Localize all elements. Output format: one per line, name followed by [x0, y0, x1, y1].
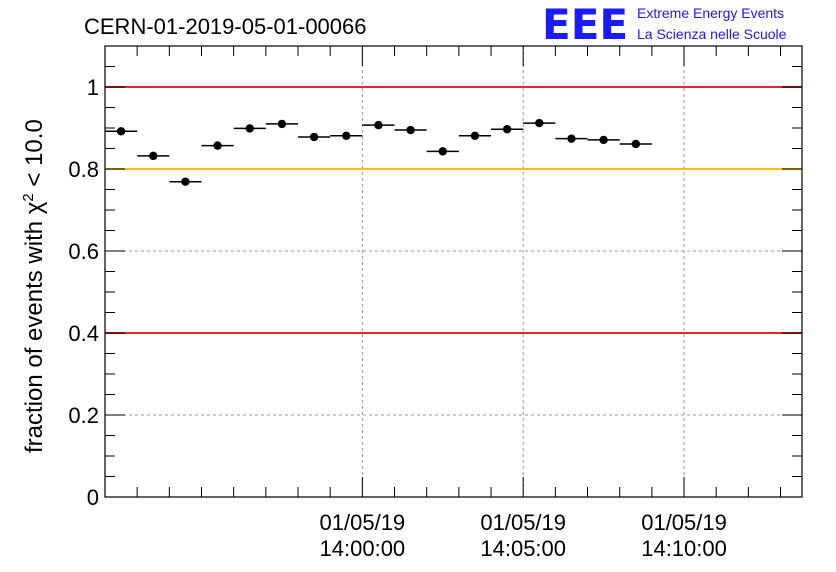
- data-point: [535, 118, 544, 128]
- data-point: [116, 127, 126, 136]
- eee-logo-line1: Extreme Energy Events: [637, 5, 784, 21]
- y-tick-label: 0.2: [68, 403, 99, 428]
- y-axis-label-main: fraction of events with χ: [21, 201, 48, 453]
- x-tick-label-date: 01/05/19: [641, 510, 727, 535]
- eee-logo-letters: EEE: [542, 0, 628, 49]
- data-point: [342, 131, 351, 140]
- y-axis-label-threshold: < 10.0: [21, 119, 48, 193]
- data-points: [105, 118, 652, 186]
- reference-lines: [105, 86, 802, 334]
- y-tick-label: 1: [87, 75, 99, 100]
- x-tick-label-time: 14:05:00: [480, 536, 566, 561]
- x-tick-label-date: 01/05/19: [320, 510, 406, 535]
- data-point: [374, 120, 383, 130]
- data-point: [599, 135, 608, 145]
- data-point: [245, 124, 254, 133]
- x-tick-label-date: 01/05/19: [480, 510, 566, 535]
- data-point: [181, 177, 190, 186]
- eee-logo: EEE Extreme Energy Events La Scienza nel…: [542, 0, 787, 49]
- data-point: [502, 125, 512, 134]
- x-tick-label-time: 14:00:00: [320, 536, 406, 561]
- y-tick-label: 0.8: [68, 157, 99, 182]
- chart-title: CERN-01-2019-05-01-00066: [84, 14, 367, 39]
- axes: 00.20.40.60.8101/05/1914:00:0001/05/1914…: [68, 45, 803, 561]
- data-point: [149, 151, 158, 161]
- data-point: [277, 119, 287, 129]
- data-point: [213, 141, 222, 150]
- x-tick-label-time: 14:10:00: [641, 536, 727, 561]
- y-axis-label: fraction of events with χ2 < 10.0: [20, 119, 48, 453]
- y-axis-label-superscript: 2: [20, 193, 37, 201]
- data-point: [567, 134, 576, 143]
- data-point: [406, 125, 415, 135]
- eee-logo-line2: La Scienza nelle Scuole: [637, 26, 787, 42]
- data-point: [438, 147, 447, 156]
- y-tick-label: 0.6: [68, 239, 99, 264]
- y-tick-label: 0: [87, 485, 99, 510]
- data-point: [470, 131, 480, 140]
- data-point: [631, 139, 640, 149]
- y-tick-label: 0.4: [68, 321, 99, 346]
- data-point: [309, 132, 319, 142]
